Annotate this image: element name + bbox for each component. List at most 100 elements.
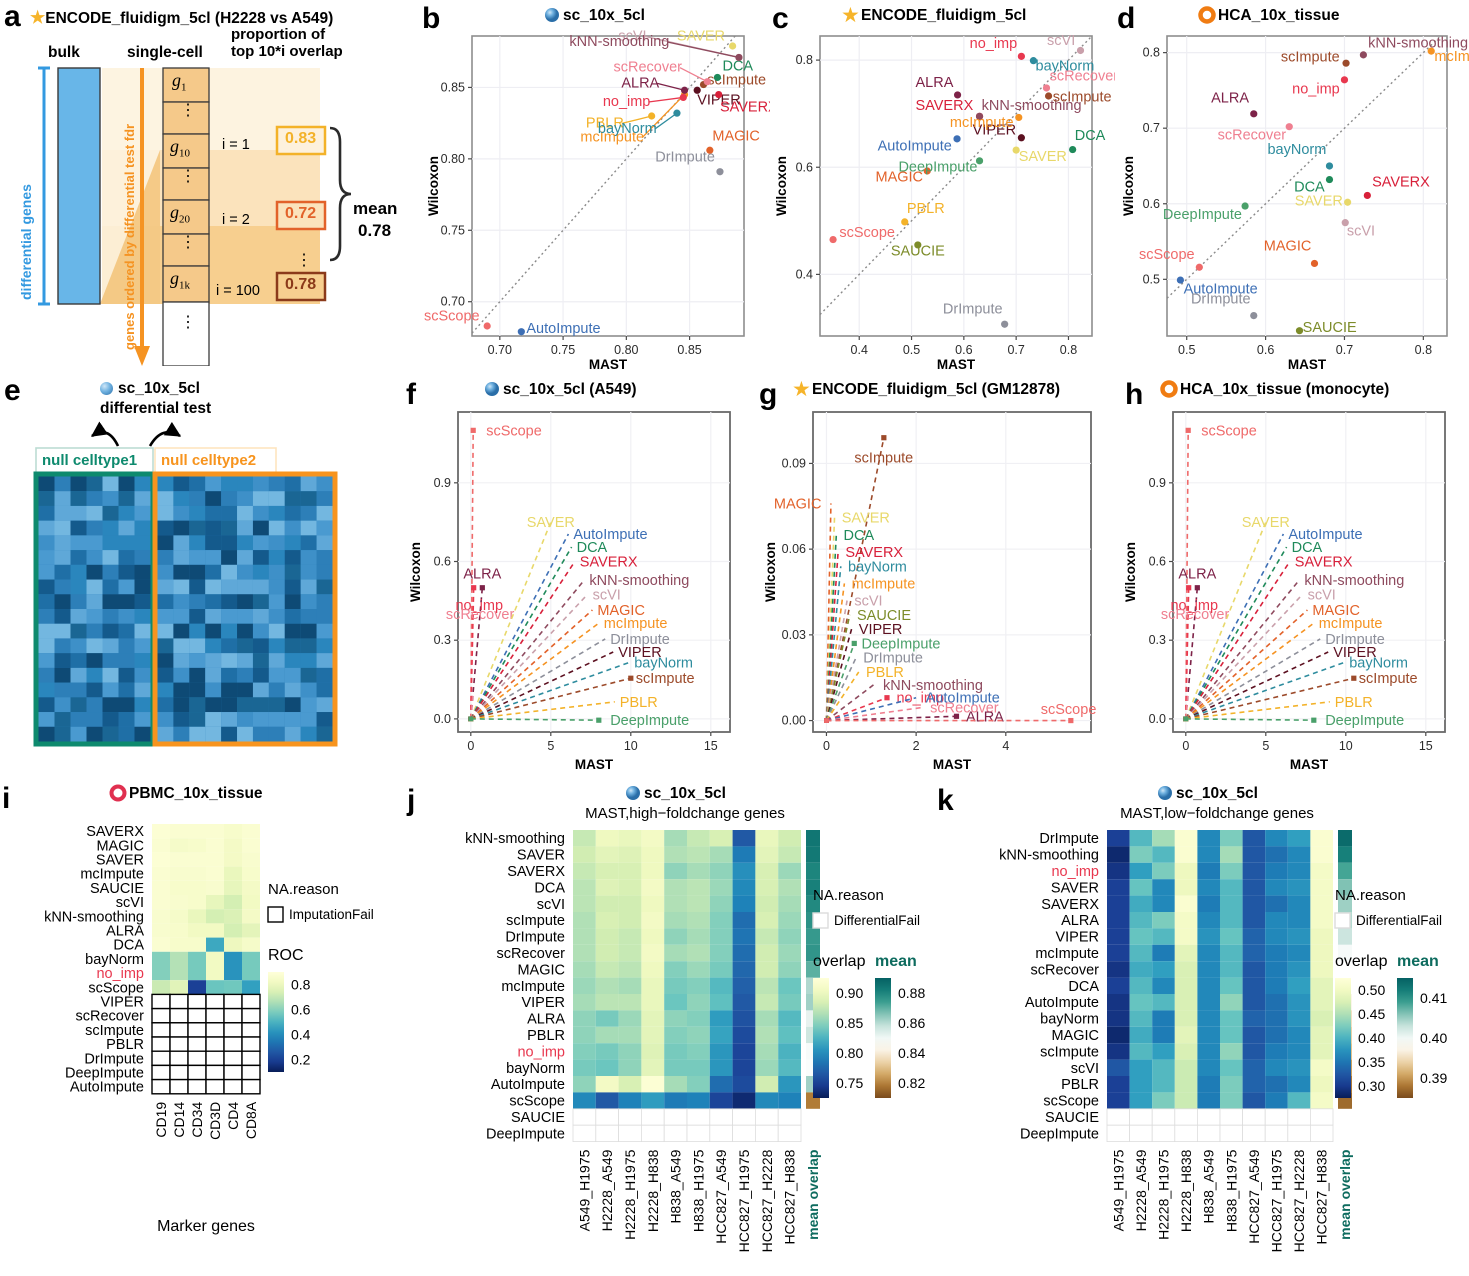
scatter-point (1195, 263, 1203, 271)
heatmap-cell (732, 1026, 756, 1044)
heatmap-cell (224, 951, 242, 966)
heatmap-cell (664, 1076, 687, 1093)
heatmap-cell (1265, 1043, 1288, 1060)
x-tick-label: 0.70 (488, 343, 512, 357)
scatter-point-label: ALRA (1211, 90, 1249, 106)
panel-i: i PBMC_10x_tissue SAVERX MAGIC SAVER mcImpute… (0, 776, 405, 1276)
scatter-point (1015, 113, 1023, 122)
x-tick-label: 0.7 (1336, 343, 1353, 357)
heatmap-col-label: H2228_H1975 (1156, 1149, 1172, 1240)
heatmap-cell (709, 1026, 733, 1044)
heatmap-cell (573, 994, 596, 1011)
heatmap-cell (618, 928, 642, 945)
heatmap-cell (169, 1022, 189, 1038)
heatmap-cell (778, 1076, 801, 1093)
ray-label: SAVER (527, 515, 575, 531)
heatmap-cell (687, 912, 710, 929)
heatmap-cell (1265, 1076, 1288, 1093)
scatter-point (1341, 219, 1349, 227)
mean-legend-title: mean (875, 953, 917, 970)
heatmap-cell (1174, 994, 1198, 1011)
heatmap-cell (205, 1050, 225, 1067)
heatmap-cell (1242, 928, 1266, 945)
star-icon: ★ (30, 8, 46, 27)
heatmap-cell (709, 994, 733, 1011)
heatmap-cell (169, 1064, 189, 1081)
ray-label: scVI (1308, 587, 1336, 603)
heatmap-cell (595, 961, 619, 978)
heatmap-cell (224, 866, 242, 881)
heatmap-cell (1287, 846, 1311, 863)
scatter-point-label: scScope (1139, 247, 1195, 263)
heatmap-cell (1174, 830, 1198, 847)
heatmap-cell (1197, 1092, 1220, 1109)
scatter-point (1250, 110, 1258, 118)
heatmap-row-label: SAVER (1051, 880, 1099, 896)
heatmap-cell (732, 1108, 756, 1126)
heatmap-mean-cell (1338, 895, 1352, 912)
heatmap-cell (242, 866, 260, 881)
ray-origin-marker (824, 718, 829, 723)
mean-legend-tick: 0.82 (898, 1075, 925, 1091)
ray-label: mcImpute (1319, 616, 1383, 632)
y-tick-label: 0.6 (796, 160, 813, 174)
heatmap-cell (709, 977, 733, 994)
ray-end-marker (479, 585, 485, 591)
heatmap-cell (618, 1026, 642, 1044)
scatter-point-label: scVI (1347, 223, 1375, 239)
scatter-point (1325, 162, 1334, 170)
heatmap-cell (188, 866, 206, 881)
heatmap-cell (206, 838, 224, 853)
ray-line (1185, 533, 1285, 720)
heatmap-cell (1129, 944, 1153, 962)
heatmap-cell (1152, 862, 1175, 880)
scatter-point-label: scImpute (1053, 89, 1112, 105)
heatmap-cell (1129, 1043, 1153, 1060)
heatmap-cell (1220, 1076, 1243, 1093)
heatmap-cell (732, 879, 756, 896)
heatmap-cell (687, 862, 710, 880)
heatmap-mean-cell (1338, 928, 1352, 945)
heatmap-cell (188, 966, 206, 981)
na-reason-legend-item: ImputationFail (289, 907, 374, 922)
panel_g-title: ENCODE_fluidigm_5cl (GM12878) (812, 381, 1060, 398)
heatmap-row-label: ALRA (106, 924, 144, 940)
ray-line (470, 677, 631, 720)
mean-legend-bar (1397, 978, 1413, 1098)
ring-icon (1160, 380, 1178, 398)
scatter-point-label: scRecover (1050, 68, 1115, 84)
scatter-point (1325, 175, 1334, 184)
heatmap-cell (224, 909, 242, 924)
scatter-point (1427, 47, 1435, 55)
heatmap-cell (1197, 846, 1220, 863)
panel_i-label: i (2, 782, 10, 815)
heatmap-cell (1107, 1010, 1130, 1027)
heatmap-cell (1220, 1010, 1243, 1027)
panel-f: f 0 5 10 15 0.0 0.3 0.6 0.9 MAST Wilcoxon sc_10x_5c… (400, 372, 755, 772)
heatmap-cell (778, 879, 801, 896)
x-tick-label: 15 (1419, 739, 1433, 753)
heatmap-cell (1310, 928, 1333, 945)
heatmap-cell (709, 1076, 733, 1093)
heatmap-cell (241, 1064, 261, 1081)
heatmap-row-label: AutoImpute (1025, 995, 1099, 1011)
heatmap-cell (1152, 1010, 1175, 1027)
heatmap-cell (1287, 1043, 1311, 1060)
heatmap-mean-cell (806, 830, 820, 847)
ray-label: DrImpute (1325, 632, 1385, 648)
ray-end-marker (881, 435, 887, 441)
heatmap-cell (687, 961, 710, 978)
scatter-point-label: SAUCIE (891, 244, 945, 260)
value-legend-tick: 0.8 (291, 977, 311, 993)
heatmap-cell (709, 1124, 733, 1143)
heatmap-cell (687, 977, 710, 994)
y-tick-label: 0.3 (1149, 633, 1166, 647)
heatmap-cell (618, 862, 642, 880)
scatter-point (713, 73, 722, 82)
y-tick-label: 0.6 (1143, 197, 1160, 211)
scatter-point-label: AutoImpute (1184, 282, 1258, 298)
scatter-point-label: no_imp (603, 94, 651, 110)
heatmap-cell (1152, 1059, 1175, 1076)
x-tick-label: 0.8 (1415, 343, 1432, 357)
heatmap-cell (778, 912, 801, 929)
